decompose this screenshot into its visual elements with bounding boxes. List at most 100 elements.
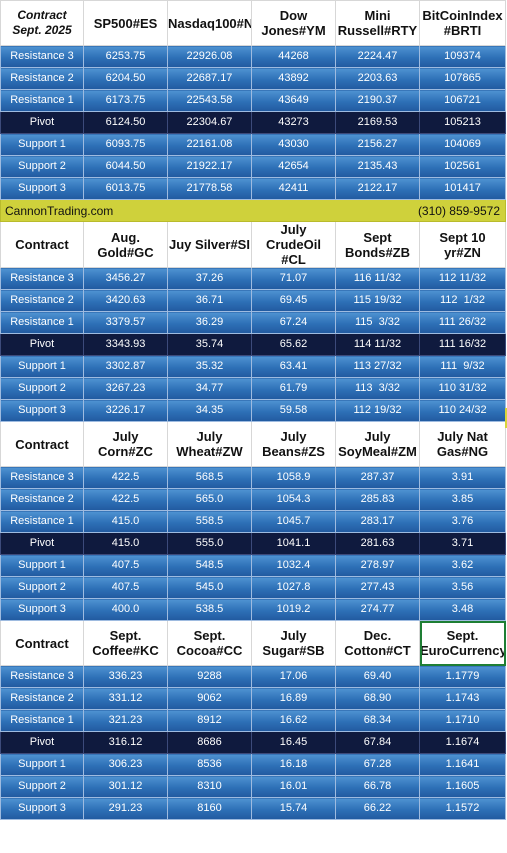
level-value-cell[interactable]: 321.23 (83, 709, 168, 732)
level-value-cell[interactable]: 538.5 (167, 598, 252, 621)
level-value-cell[interactable]: 111 26/32 (419, 311, 506, 334)
level-value-cell[interactable]: 3420.63 (83, 289, 168, 312)
instrument-header-cell[interactable]: July Wheat#ZW (167, 421, 252, 467)
level-value-cell[interactable]: 8310 (167, 775, 252, 798)
level-value-cell[interactable]: 2224.47 (335, 45, 420, 68)
level-label[interactable]: Support 1 (0, 753, 84, 776)
level-value-cell[interactable]: 3.48 (419, 598, 506, 621)
level-label[interactable]: Support 1 (0, 133, 84, 156)
level-value-cell[interactable]: 68.90 (335, 687, 420, 710)
level-value-cell[interactable]: 281.63 (335, 532, 420, 555)
level-value-cell[interactable]: 107865 (419, 67, 506, 90)
instrument-header-cell[interactable]: July SoyMeal#ZM (335, 421, 420, 467)
level-value-cell[interactable]: 114 11/32 (335, 333, 420, 356)
level-value-cell[interactable]: 6044.50 (83, 155, 168, 178)
level-value-cell[interactable]: 1.1779 (419, 665, 506, 688)
level-value-cell[interactable]: 63.41 (251, 355, 336, 378)
level-value-cell[interactable]: 111 16/32 (419, 333, 506, 356)
instrument-header-cell[interactable]: Sept. Cocoa#CC (167, 620, 252, 666)
level-label[interactable]: Support 2 (0, 775, 84, 798)
level-value-cell[interactable]: 3226.17 (83, 399, 168, 422)
level-value-cell[interactable]: 331.12 (83, 687, 168, 710)
level-label[interactable]: Resistance 1 (0, 510, 84, 533)
level-label[interactable]: Support 1 (0, 554, 84, 577)
level-value-cell[interactable]: 21778.58 (167, 177, 252, 200)
level-value-cell[interactable]: 1.1605 (419, 775, 506, 798)
level-value-cell[interactable]: 44268 (251, 45, 336, 68)
level-label[interactable]: Resistance 2 (0, 289, 84, 312)
level-value-cell[interactable]: 8536 (167, 753, 252, 776)
level-label[interactable]: Resistance 1 (0, 89, 84, 112)
level-value-cell[interactable]: 301.12 (83, 775, 168, 798)
instrument-header-cell[interactable]: July CrudeOil #CL (251, 221, 336, 268)
level-value-cell[interactable]: 3.71 (419, 532, 506, 555)
level-label[interactable]: Resistance 3 (0, 267, 84, 290)
level-value-cell[interactable]: 16.01 (251, 775, 336, 798)
level-value-cell[interactable]: 113 3/32 (335, 377, 420, 400)
level-value-cell[interactable]: 66.78 (335, 775, 420, 798)
level-value-cell[interactable]: 3.91 (419, 466, 506, 489)
level-value-cell[interactable]: 3.56 (419, 576, 506, 599)
level-label[interactable]: Pivot (0, 333, 84, 356)
level-value-cell[interactable]: 306.23 (83, 753, 168, 776)
level-value-cell[interactable]: 285.83 (335, 488, 420, 511)
level-value-cell[interactable]: 34.77 (167, 377, 252, 400)
level-value-cell[interactable]: 61.79 (251, 377, 336, 400)
level-value-cell[interactable]: 34.35 (167, 399, 252, 422)
level-value-cell[interactable]: 565.0 (167, 488, 252, 511)
level-value-cell[interactable]: 102561 (419, 155, 506, 178)
level-value-cell[interactable]: 407.5 (83, 576, 168, 599)
level-value-cell[interactable]: 59.58 (251, 399, 336, 422)
level-value-cell[interactable]: 16.62 (251, 709, 336, 732)
level-value-cell[interactable]: 69.40 (335, 665, 420, 688)
level-value-cell[interactable]: 109374 (419, 45, 506, 68)
level-value-cell[interactable]: 548.5 (167, 554, 252, 577)
level-value-cell[interactable]: 1.1641 (419, 753, 506, 776)
level-value-cell[interactable]: 6093.75 (83, 133, 168, 156)
level-value-cell[interactable]: 22543.58 (167, 89, 252, 112)
level-value-cell[interactable]: 35.74 (167, 333, 252, 356)
level-value-cell[interactable]: 545.0 (167, 576, 252, 599)
instrument-header-cell[interactable]: BitCoinIndex #BRTI (419, 0, 506, 46)
level-value-cell[interactable]: 15.74 (251, 797, 336, 820)
level-value-cell[interactable]: 1054.3 (251, 488, 336, 511)
level-value-cell[interactable]: 115 3/32 (335, 311, 420, 334)
level-value-cell[interactable]: 316.12 (83, 731, 168, 754)
level-value-cell[interactable]: 1.1710 (419, 709, 506, 732)
level-value-cell[interactable]: 1.1743 (419, 687, 506, 710)
level-label[interactable]: Support 2 (0, 155, 84, 178)
level-value-cell[interactable]: 287.37 (335, 466, 420, 489)
level-value-cell[interactable]: 6173.75 (83, 89, 168, 112)
level-value-cell[interactable]: 9288 (167, 665, 252, 688)
level-value-cell[interactable]: 336.23 (83, 665, 168, 688)
phone-number[interactable]: (310) 859-9572 (417, 203, 500, 218)
level-value-cell[interactable]: 21922.17 (167, 155, 252, 178)
level-value-cell[interactable]: 67.84 (335, 731, 420, 754)
level-value-cell[interactable]: 3343.93 (83, 333, 168, 356)
level-value-cell[interactable]: 277.43 (335, 576, 420, 599)
level-value-cell[interactable]: 8686 (167, 731, 252, 754)
level-value-cell[interactable]: 1.1674 (419, 731, 506, 754)
level-value-cell[interactable]: 16.45 (251, 731, 336, 754)
level-value-cell[interactable]: 112 19/32 (335, 399, 420, 422)
level-value-cell[interactable]: 1027.8 (251, 576, 336, 599)
level-value-cell[interactable]: 1032.4 (251, 554, 336, 577)
level-value-cell[interactable]: 6013.75 (83, 177, 168, 200)
instrument-header-cell[interactable]: July Nat Gas#NG (419, 421, 506, 467)
level-value-cell[interactable]: 8912 (167, 709, 252, 732)
instrument-header-cell[interactable]: July Sugar#SB (251, 620, 336, 666)
instrument-header-cell[interactable]: Juy Silver#SI (167, 221, 252, 268)
level-value-cell[interactable]: 3302.87 (83, 355, 168, 378)
level-value-cell[interactable]: 2135.43 (335, 155, 420, 178)
instrument-header-cell[interactable]: July Corn#ZC (83, 421, 168, 467)
level-label[interactable]: Support 3 (0, 177, 84, 200)
level-label[interactable]: Support 3 (0, 797, 84, 820)
level-value-cell[interactable]: 8160 (167, 797, 252, 820)
instrument-header-cell[interactable]: Sept Bonds#ZB (335, 221, 420, 268)
level-value-cell[interactable]: 101417 (419, 177, 506, 200)
level-label[interactable]: Resistance 3 (0, 466, 84, 489)
level-value-cell[interactable]: 37.26 (167, 267, 252, 290)
level-value-cell[interactable]: 65.62 (251, 333, 336, 356)
level-value-cell[interactable]: 116 11/32 (335, 267, 420, 290)
level-label[interactable]: Support 3 (0, 598, 84, 621)
